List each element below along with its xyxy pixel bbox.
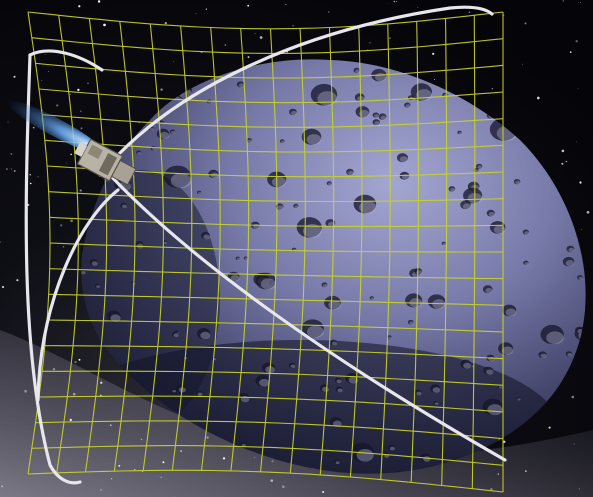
spacecraft-icon bbox=[6, 100, 137, 186]
capture-net-icon bbox=[27, 11, 504, 493]
net-hoop-frame bbox=[24, 5, 507, 485]
thruster-plume-icon bbox=[6, 100, 104, 155]
